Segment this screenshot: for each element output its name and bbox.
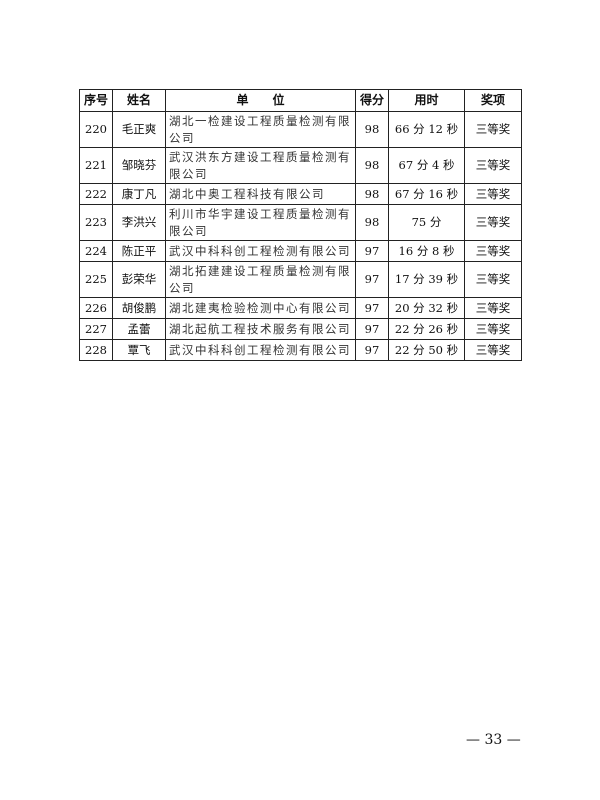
time-used-cell: 17 分 39 秒 bbox=[388, 261, 465, 298]
row-number-cell: 227 bbox=[79, 318, 113, 340]
award-cell: 三等奖 bbox=[464, 261, 522, 298]
award-cell: 三等奖 bbox=[464, 183, 522, 205]
person-name-cell: 彭荣华 bbox=[112, 261, 166, 298]
time-used-cell: 67 分 4 秒 bbox=[388, 147, 465, 184]
page-number: — 33 — bbox=[466, 732, 521, 748]
person-name-cell: 康丁凡 bbox=[112, 183, 166, 205]
table-header-row: 序号 姓名 单 位 得分 用时 奖项 bbox=[79, 89, 522, 112]
award-cell: 三等奖 bbox=[464, 297, 522, 319]
score-cell: 97 bbox=[355, 261, 389, 298]
row-number-cell: 226 bbox=[79, 297, 113, 319]
row-number-cell: 221 bbox=[79, 147, 113, 184]
header-no: 序号 bbox=[79, 89, 113, 112]
person-name-cell: 胡俊鹏 bbox=[112, 297, 166, 319]
person-name-cell: 孟蕾 bbox=[112, 318, 166, 340]
table-row: 228 覃飞 武汉中科科创工程检测有限公司 97 22 分 50 秒三等奖 bbox=[79, 339, 522, 361]
award-cell: 三等奖 bbox=[464, 240, 522, 262]
organization-cell: 湖北一检建设工程质量检测有限公司 bbox=[165, 111, 356, 148]
row-number-cell: 225 bbox=[79, 261, 113, 298]
score-cell: 98 bbox=[355, 111, 389, 148]
time-used-cell: 20 分 32 秒 bbox=[388, 297, 465, 319]
score-cell: 97 bbox=[355, 240, 389, 262]
awards-table: 序号 姓名 单 位 得分 用时 奖项 220 毛正爽 湖北一检建设工程质量检测有限公… bbox=[79, 89, 522, 361]
row-number-cell: 220 bbox=[79, 111, 113, 148]
score-cell: 97 bbox=[355, 318, 389, 340]
organization-cell: 武汉洪东方建设工程质量检测有限公司 bbox=[165, 147, 356, 184]
person-name-cell: 邹晓芬 bbox=[112, 147, 166, 184]
award-cell: 三等奖 bbox=[464, 147, 522, 184]
time-used-cell: 22 分 26 秒 bbox=[388, 318, 465, 340]
award-cell: 三等奖 bbox=[464, 204, 522, 241]
person-name-cell: 覃飞 bbox=[112, 339, 166, 361]
score-cell: 98 bbox=[355, 183, 389, 205]
table-row: 224 陈正平 武汉中科科创工程检测有限公司 97 16 分 8 秒三等奖 bbox=[79, 240, 522, 262]
header-name: 姓名 bbox=[112, 89, 166, 112]
header-time: 用时 bbox=[388, 89, 465, 112]
table-row: 223 李洪兴 利川市华宇建设工程质量检测有限公司 98 75 分三等奖 bbox=[79, 204, 522, 241]
person-name-cell: 陈正平 bbox=[112, 240, 166, 262]
time-used-cell: 67 分 16 秒 bbox=[388, 183, 465, 205]
organization-cell: 湖北拓建建设工程质量检测有限公司 bbox=[165, 261, 356, 298]
person-name-cell: 李洪兴 bbox=[112, 204, 166, 241]
award-cell: 三等奖 bbox=[464, 318, 522, 340]
row-number-cell: 228 bbox=[79, 339, 113, 361]
row-number-cell: 224 bbox=[79, 240, 113, 262]
award-cell: 三等奖 bbox=[464, 339, 522, 361]
time-used-cell: 75 分 bbox=[388, 204, 465, 241]
table-row: 220 毛正爽 湖北一检建设工程质量检测有限公司 98 66 分 12 秒三等奖 bbox=[79, 111, 522, 148]
person-name-cell: 毛正爽 bbox=[112, 111, 166, 148]
organization-cell: 武汉中科科创工程检测有限公司 bbox=[165, 339, 356, 361]
header-score: 得分 bbox=[355, 89, 389, 112]
row-number-cell: 223 bbox=[79, 204, 113, 241]
header-award: 奖项 bbox=[464, 89, 522, 112]
table-row: 226 胡俊鹏 湖北建夷检验检测中心有限公司 97 20 分 32 秒三等奖 bbox=[79, 297, 522, 319]
time-used-cell: 16 分 8 秒 bbox=[388, 240, 465, 262]
time-used-cell: 22 分 50 秒 bbox=[388, 339, 465, 361]
time-used-cell: 66 分 12 秒 bbox=[388, 111, 465, 148]
header-unit: 单 位 bbox=[165, 89, 356, 112]
organization-cell: 湖北中奥工程科技有限公司 bbox=[165, 183, 356, 205]
row-number-cell: 222 bbox=[79, 183, 113, 205]
score-cell: 97 bbox=[355, 339, 389, 361]
table-row: 225 彭荣华 湖北拓建建设工程质量检测有限公司 97 17 分 39 秒三等奖 bbox=[79, 261, 522, 298]
table-row: 221 邹晓芬 武汉洪东方建设工程质量检测有限公司 98 67 分 4 秒三等奖 bbox=[79, 147, 522, 184]
table-row: 222 康丁凡 湖北中奥工程科技有限公司 98 67 分 16 秒三等奖 bbox=[79, 183, 522, 205]
organization-cell: 湖北建夷检验检测中心有限公司 bbox=[165, 297, 356, 319]
organization-cell: 武汉中科科创工程检测有限公司 bbox=[165, 240, 356, 262]
organization-cell: 利川市华宇建设工程质量检测有限公司 bbox=[165, 204, 356, 241]
score-cell: 97 bbox=[355, 297, 389, 319]
organization-cell: 湖北起航工程技术服务有限公司 bbox=[165, 318, 356, 340]
score-cell: 98 bbox=[355, 147, 389, 184]
award-cell: 三等奖 bbox=[464, 111, 522, 148]
score-cell: 98 bbox=[355, 204, 389, 241]
table-row: 227 孟蕾 湖北起航工程技术服务有限公司 97 22 分 26 秒三等奖 bbox=[79, 318, 522, 340]
